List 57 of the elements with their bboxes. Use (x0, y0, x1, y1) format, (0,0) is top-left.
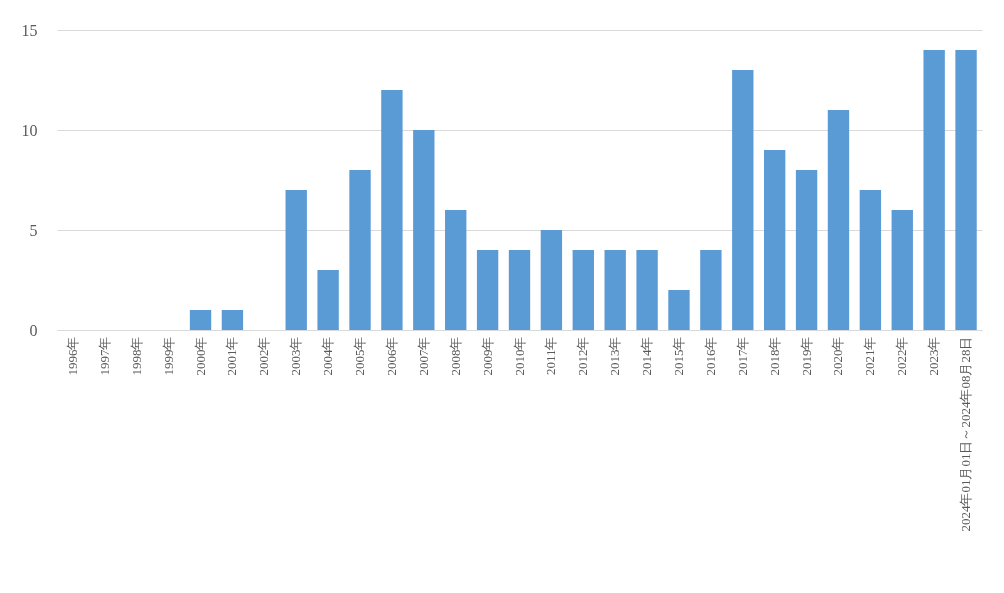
bar (827, 110, 850, 330)
bar (189, 310, 212, 330)
x-tick-label: 2007年 (415, 336, 431, 376)
bar (891, 210, 913, 330)
x-tick-label: 2021年 (862, 336, 878, 376)
x-tick-label: 2018年 (766, 336, 782, 376)
x-tick-label: 1999年 (160, 336, 176, 376)
bar (668, 290, 690, 330)
bar (221, 310, 244, 330)
bar (763, 150, 786, 330)
y-tick-label: 10 (21, 121, 38, 139)
bar (795, 170, 818, 330)
x-tick-label: 2023年 (926, 336, 942, 376)
x-tick-label: 2011年 (543, 336, 559, 376)
bar (413, 130, 435, 330)
x-tick-label: 2022年 (894, 336, 910, 376)
x-tick-label: 2020年 (830, 336, 846, 376)
x-tick-label: 2010年 (511, 336, 527, 376)
x-tick-label: 2006年 (383, 336, 399, 376)
x-tick-label: 2017年 (734, 336, 750, 376)
x-tick-label: 2008年 (447, 336, 463, 376)
bar (445, 210, 467, 330)
y-tick-label: 0 (29, 321, 38, 339)
bar (732, 70, 754, 330)
bar (572, 250, 594, 330)
x-tick-label: 2001年 (224, 336, 240, 376)
x-tick-label: 1997年 (96, 336, 112, 376)
x-tick-label: 2024年01月01日～2024年08月28日 (958, 336, 974, 532)
x-tick-label: 2009年 (479, 336, 495, 376)
x-tick-label: 2015年 (670, 336, 686, 376)
bar (955, 50, 977, 330)
bar (636, 250, 658, 330)
x-tick-label: 2002年 (256, 336, 272, 376)
x-tick-label: 2003年 (288, 336, 304, 376)
x-tick-label: 2016年 (702, 336, 718, 376)
bar (476, 250, 499, 330)
bar (859, 190, 882, 330)
bar (508, 250, 531, 330)
bar (540, 230, 563, 330)
bar (317, 270, 339, 330)
x-tick-label: 2000年 (192, 336, 208, 376)
y-tick-label: 15 (21, 21, 38, 39)
bar (285, 190, 307, 330)
x-tick-label: 2019年 (798, 336, 814, 376)
x-tick-label: 2014年 (639, 336, 655, 376)
x-tick-label: 2013年 (607, 336, 623, 376)
x-tick-label: 2005年 (352, 336, 368, 376)
y-tick-label: 5 (29, 221, 38, 239)
bar (700, 250, 722, 330)
bar (923, 50, 945, 330)
bar (381, 90, 403, 330)
bar (349, 170, 371, 330)
x-tick-label: 1996年 (64, 336, 80, 376)
x-tick-label: 2012年 (575, 336, 591, 376)
bar (604, 250, 626, 330)
x-tick-label: 1998年 (128, 336, 144, 376)
x-tick-label: 2004年 (320, 336, 336, 376)
